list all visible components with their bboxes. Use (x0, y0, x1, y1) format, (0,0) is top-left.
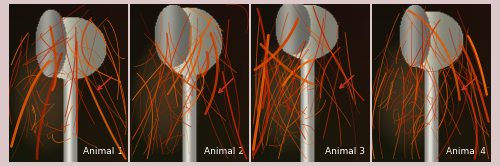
Text: Animal 2: Animal 2 (204, 147, 244, 156)
Text: Animal 4: Animal 4 (446, 147, 486, 156)
Text: Animal 3: Animal 3 (325, 147, 365, 156)
Text: Animal 1: Animal 1 (83, 147, 123, 156)
